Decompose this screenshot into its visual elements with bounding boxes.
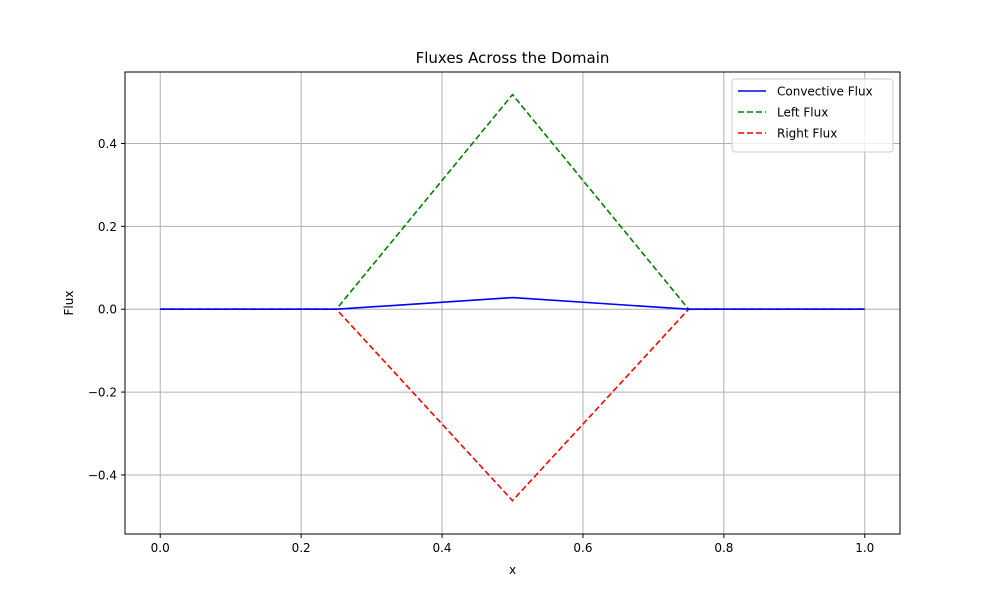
legend-box (731, 78, 894, 153)
plot-frame (124, 71, 901, 535)
y-tick-label: −0.4 (88, 468, 117, 482)
y-axis-label: Flux (62, 291, 76, 316)
y-tick-label: 0.2 (98, 220, 117, 234)
legend: Convective Flux Left Flux Right Flux (731, 78, 894, 153)
x-tick-label: 0.6 (573, 541, 592, 555)
x-tick-label: 0.2 (292, 541, 311, 555)
y-tick-label: −0.2 (88, 386, 117, 400)
x-tick-label: 1.0 (855, 541, 874, 555)
series-line-convective-flux (160, 296, 865, 311)
chart-title: Fluxes Across the Domain (416, 49, 610, 67)
x-tick-label: 0.8 (714, 541, 733, 555)
axis-ticks: 0.0 0.2 0.4 0.6 0.8 1.0 −0.4 −0.2 0.0 0.2 0.4 (88, 137, 874, 555)
series-layer (160, 93, 865, 502)
legend-label: Convective Flux (777, 85, 873, 99)
y-tick-label: 0.4 (98, 137, 117, 151)
legend-label: Right Flux (777, 127, 837, 141)
y-tick-label: 0.0 (98, 303, 117, 317)
x-tick-label: 0.0 (151, 541, 170, 555)
legend-label: Left Flux (777, 106, 828, 120)
x-tick-label: 0.4 (432, 541, 451, 555)
x-axis-label: x (509, 563, 516, 577)
